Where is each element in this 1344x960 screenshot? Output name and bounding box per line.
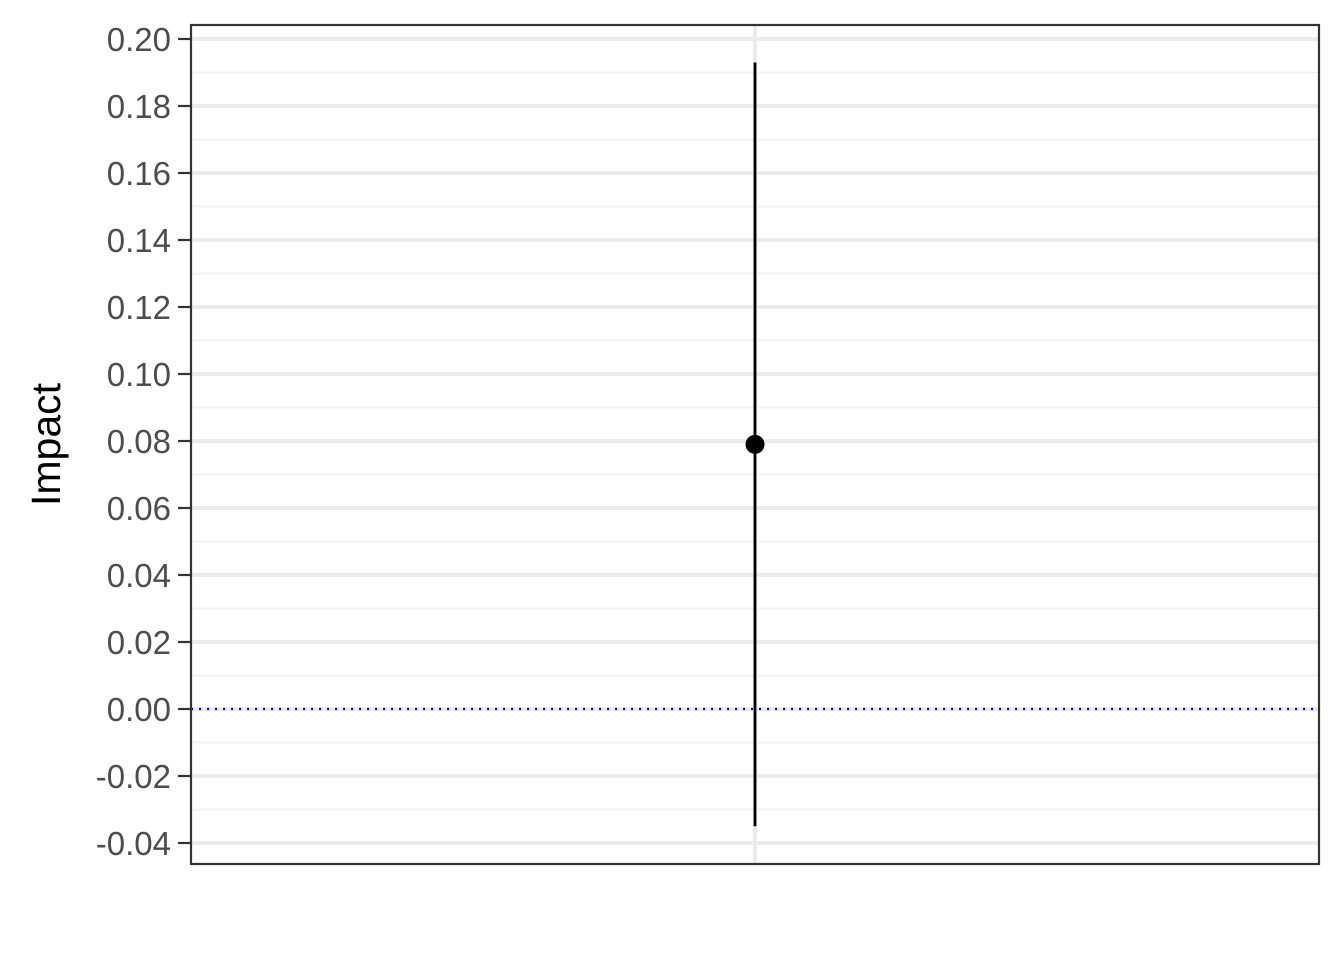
y-axis-title: Impact <box>23 382 69 506</box>
y-tick-label: 0.16 <box>107 155 171 192</box>
data-marks <box>745 62 765 827</box>
y-tick-label: 0.00 <box>107 691 171 728</box>
y-tick-label: 0.04 <box>107 557 171 594</box>
y-tick-label: 0.20 <box>107 21 171 58</box>
y-tick-label: -0.04 <box>96 825 171 862</box>
y-tick-label: 0.14 <box>107 222 171 259</box>
y-axis-ticks: -0.04 -0.02 0.00 0.02 0.04 0.06 0.08 0.10 0.12 0.… <box>96 21 191 862</box>
y-tick-label: 0.08 <box>107 423 171 460</box>
y-tick-label: 0.18 <box>107 88 171 125</box>
y-tick-label: 0.10 <box>107 356 171 393</box>
panel-border <box>189 23 1321 866</box>
y-tick-label: 0.02 <box>107 624 171 661</box>
y-tick-label: -0.02 <box>96 758 171 795</box>
y-tick-label: 0.12 <box>107 289 171 326</box>
data-point <box>745 434 765 454</box>
y-tick-label: 0.06 <box>107 490 171 527</box>
